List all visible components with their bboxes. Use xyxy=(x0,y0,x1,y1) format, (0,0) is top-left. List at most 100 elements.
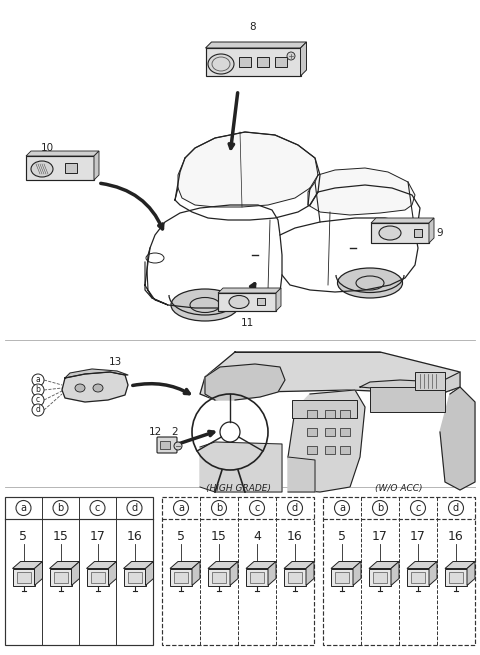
Circle shape xyxy=(173,500,189,515)
Polygon shape xyxy=(65,369,128,378)
Text: b: b xyxy=(377,503,383,513)
Text: d: d xyxy=(292,503,298,513)
Polygon shape xyxy=(170,561,200,569)
Text: 17: 17 xyxy=(410,531,426,544)
Polygon shape xyxy=(306,561,314,586)
FancyBboxPatch shape xyxy=(157,437,177,453)
Polygon shape xyxy=(276,288,281,311)
Text: (W/O ACC): (W/O ACC) xyxy=(375,484,423,493)
Text: c: c xyxy=(254,503,260,513)
Polygon shape xyxy=(86,561,117,569)
Bar xyxy=(323,497,475,645)
Text: d: d xyxy=(453,503,459,513)
Polygon shape xyxy=(369,569,391,586)
Text: 5: 5 xyxy=(177,531,185,544)
Circle shape xyxy=(372,500,387,515)
Polygon shape xyxy=(407,561,437,569)
Polygon shape xyxy=(145,561,154,586)
Text: a: a xyxy=(339,503,345,513)
Text: c: c xyxy=(415,503,420,513)
Polygon shape xyxy=(391,561,399,586)
Text: 5: 5 xyxy=(338,531,346,544)
Bar xyxy=(218,293,276,311)
Circle shape xyxy=(16,500,31,515)
Bar xyxy=(275,57,287,67)
Polygon shape xyxy=(353,561,361,586)
Text: a: a xyxy=(178,503,184,513)
Bar xyxy=(449,572,463,582)
Bar xyxy=(65,163,77,173)
Bar xyxy=(307,410,317,418)
Bar xyxy=(205,48,300,76)
Circle shape xyxy=(174,442,182,450)
Polygon shape xyxy=(369,561,399,569)
Text: 13: 13 xyxy=(108,357,121,367)
Polygon shape xyxy=(445,569,467,586)
Polygon shape xyxy=(300,42,307,76)
Bar xyxy=(26,156,94,180)
Text: 9: 9 xyxy=(436,228,443,238)
Text: a: a xyxy=(36,375,40,384)
Ellipse shape xyxy=(208,54,234,74)
Polygon shape xyxy=(288,390,365,492)
Text: a: a xyxy=(21,503,26,513)
Polygon shape xyxy=(94,151,99,180)
Bar xyxy=(257,57,269,67)
Text: 12: 12 xyxy=(148,427,162,437)
Polygon shape xyxy=(331,569,353,586)
Text: c: c xyxy=(95,503,100,513)
Bar xyxy=(16,572,31,582)
Text: 11: 11 xyxy=(240,318,253,328)
Polygon shape xyxy=(440,387,475,490)
Polygon shape xyxy=(246,561,276,569)
Bar xyxy=(340,446,350,454)
Text: 15: 15 xyxy=(53,531,69,544)
Bar xyxy=(292,400,357,418)
Bar xyxy=(160,441,170,449)
Bar xyxy=(415,372,445,390)
Text: 4: 4 xyxy=(253,531,261,544)
Polygon shape xyxy=(86,569,108,586)
Bar xyxy=(91,572,105,582)
Ellipse shape xyxy=(93,384,103,392)
Polygon shape xyxy=(205,42,307,48)
Circle shape xyxy=(127,500,142,515)
Polygon shape xyxy=(268,561,276,586)
Ellipse shape xyxy=(379,226,401,240)
Bar xyxy=(174,572,188,582)
Circle shape xyxy=(287,52,295,60)
Bar xyxy=(307,446,317,454)
Text: 16: 16 xyxy=(127,531,143,544)
Bar xyxy=(239,57,251,67)
Bar xyxy=(370,387,445,412)
Text: 5: 5 xyxy=(20,531,27,544)
Polygon shape xyxy=(49,561,80,569)
Polygon shape xyxy=(308,168,415,215)
Polygon shape xyxy=(208,561,238,569)
Polygon shape xyxy=(284,569,306,586)
Circle shape xyxy=(448,500,464,515)
Ellipse shape xyxy=(229,295,249,309)
Circle shape xyxy=(32,384,44,396)
Polygon shape xyxy=(200,352,460,400)
Polygon shape xyxy=(371,218,434,223)
Text: 16: 16 xyxy=(448,531,464,544)
Bar xyxy=(5,497,153,645)
Circle shape xyxy=(53,500,68,515)
Circle shape xyxy=(335,500,349,515)
Bar xyxy=(307,428,317,436)
Polygon shape xyxy=(230,561,238,586)
Polygon shape xyxy=(200,442,282,492)
Text: d: d xyxy=(36,405,40,415)
Text: 15: 15 xyxy=(211,531,227,544)
Text: 16: 16 xyxy=(287,531,303,544)
Polygon shape xyxy=(208,569,230,586)
Bar xyxy=(340,410,350,418)
Circle shape xyxy=(32,394,44,406)
Polygon shape xyxy=(178,132,318,207)
Polygon shape xyxy=(192,561,200,586)
Bar xyxy=(212,572,226,582)
Text: 17: 17 xyxy=(90,531,106,544)
Circle shape xyxy=(288,500,302,515)
Text: 2: 2 xyxy=(172,427,178,437)
